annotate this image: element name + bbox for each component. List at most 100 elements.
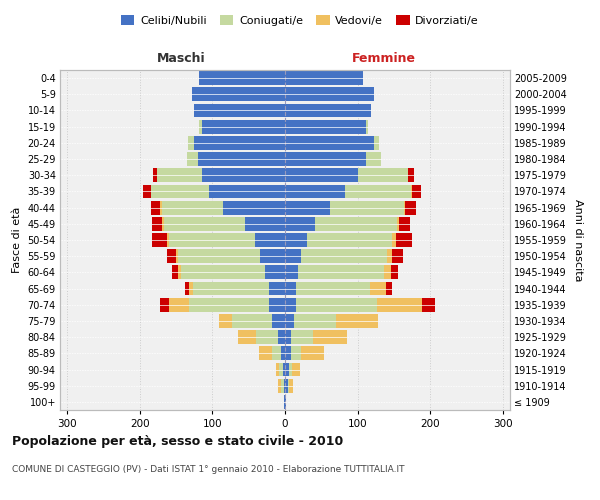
Text: Popolazione per età, sesso e stato civile - 2010: Popolazione per età, sesso e stato civil… xyxy=(12,435,343,448)
Bar xyxy=(336,314,378,328)
Bar xyxy=(153,168,157,182)
Bar xyxy=(289,379,293,392)
Bar xyxy=(272,346,281,360)
Bar xyxy=(377,298,422,312)
Bar xyxy=(194,136,285,149)
Bar xyxy=(291,346,301,360)
Bar xyxy=(260,250,285,263)
Bar xyxy=(386,282,392,296)
Bar xyxy=(279,362,283,376)
Bar xyxy=(298,266,384,280)
Bar xyxy=(202,120,285,134)
Bar xyxy=(285,298,296,312)
Bar xyxy=(285,136,374,149)
Bar xyxy=(269,298,285,312)
Bar xyxy=(143,184,151,198)
Bar xyxy=(285,379,288,392)
Bar xyxy=(278,330,285,344)
Bar xyxy=(176,250,178,263)
Bar xyxy=(406,200,416,214)
Bar xyxy=(374,136,379,149)
Bar xyxy=(189,282,193,296)
Bar xyxy=(185,282,189,296)
Bar xyxy=(285,250,301,263)
Bar xyxy=(198,152,285,166)
Bar xyxy=(160,200,161,214)
Bar xyxy=(285,330,291,344)
Bar xyxy=(284,395,285,409)
Bar xyxy=(397,217,399,230)
Bar xyxy=(167,250,176,263)
Bar xyxy=(164,217,245,230)
Bar xyxy=(366,152,381,166)
Bar xyxy=(194,104,285,118)
Bar xyxy=(167,233,169,247)
Bar xyxy=(358,168,409,182)
Bar xyxy=(284,379,285,392)
Bar xyxy=(157,168,202,182)
Bar xyxy=(283,362,285,376)
Bar xyxy=(344,184,411,198)
Bar xyxy=(272,314,285,328)
Bar xyxy=(294,314,336,328)
Bar xyxy=(285,168,358,182)
Bar xyxy=(151,184,209,198)
Bar xyxy=(285,88,374,101)
Bar xyxy=(160,298,169,312)
Bar xyxy=(193,282,269,296)
Bar xyxy=(285,217,316,230)
Bar xyxy=(172,266,178,280)
Bar xyxy=(285,314,294,328)
Bar xyxy=(301,346,324,360)
Bar xyxy=(285,152,366,166)
Bar xyxy=(281,379,284,392)
Bar xyxy=(291,330,313,344)
Bar xyxy=(151,200,160,214)
Bar xyxy=(281,346,285,360)
Text: Femmine: Femmine xyxy=(352,52,416,65)
Bar xyxy=(288,379,289,392)
Bar xyxy=(209,184,285,198)
Bar xyxy=(296,298,377,312)
Bar xyxy=(202,168,285,182)
Bar xyxy=(169,298,189,312)
Bar xyxy=(223,200,285,214)
Bar xyxy=(161,200,223,214)
Bar xyxy=(245,217,285,230)
Bar xyxy=(199,71,285,85)
Bar xyxy=(285,346,291,360)
Bar xyxy=(269,282,285,296)
Bar xyxy=(189,298,269,312)
Bar xyxy=(188,136,194,149)
Bar xyxy=(238,330,256,344)
Bar xyxy=(278,379,281,392)
Bar xyxy=(259,346,272,360)
Bar xyxy=(285,233,307,247)
Bar xyxy=(169,233,254,247)
Bar xyxy=(285,266,298,280)
Bar xyxy=(392,233,396,247)
Bar xyxy=(285,184,344,198)
Bar xyxy=(386,250,392,263)
Bar xyxy=(285,200,330,214)
Bar xyxy=(275,362,279,376)
Bar xyxy=(152,217,163,230)
Bar xyxy=(296,282,370,296)
Bar xyxy=(285,395,286,409)
Bar xyxy=(370,282,386,296)
Bar xyxy=(232,314,272,328)
Bar xyxy=(307,233,392,247)
Bar xyxy=(391,266,398,280)
Bar xyxy=(285,104,371,118)
Bar xyxy=(285,282,296,296)
Bar xyxy=(285,362,289,376)
Bar xyxy=(254,233,285,247)
Bar xyxy=(163,217,164,230)
Bar xyxy=(285,71,364,85)
Bar xyxy=(187,152,198,166)
Bar xyxy=(152,233,167,247)
Bar xyxy=(289,362,292,376)
Bar xyxy=(219,314,232,328)
Bar xyxy=(411,184,412,198)
Text: COMUNE DI CASTEGGIO (PV) - Dati ISTAT 1° gennaio 2010 - Elaborazione TUTTITALIA.: COMUNE DI CASTEGGIO (PV) - Dati ISTAT 1°… xyxy=(12,465,404,474)
